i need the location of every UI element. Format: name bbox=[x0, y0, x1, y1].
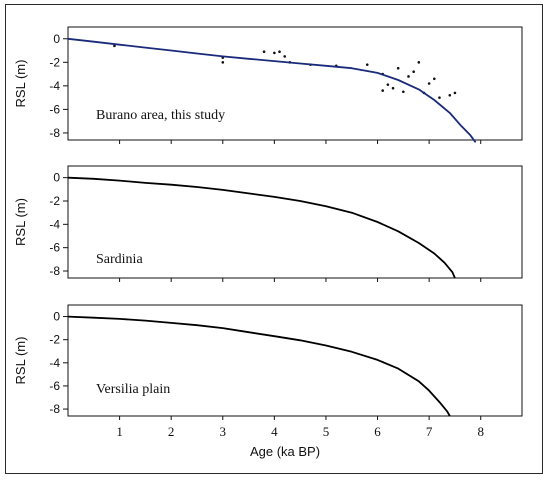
panel-1-plot-area bbox=[67, 165, 523, 279]
panel-0-data-point bbox=[273, 51, 276, 55]
x-axis-title: Age (ka BP) bbox=[250, 444, 320, 459]
panel-2-plot-area bbox=[67, 304, 523, 417]
x-tick-label: 7 bbox=[426, 424, 433, 439]
panel-0-label: Burano area, this study bbox=[96, 108, 225, 123]
x-tick-label: 1 bbox=[116, 424, 123, 439]
panel-1-label: Sardinia bbox=[96, 252, 143, 267]
panel-1-y-tick-label: -8 bbox=[49, 264, 60, 278]
panel-0-data-point bbox=[448, 93, 452, 97]
panel-0-data-point bbox=[386, 83, 390, 86]
panel-0-data-point bbox=[438, 96, 441, 99]
panel-0-rsl-curve bbox=[67, 37, 477, 143]
panel-0-data-point bbox=[391, 86, 395, 90]
panel-0-data-point bbox=[402, 90, 405, 94]
panel-0-y-tick-label: 0 bbox=[53, 32, 60, 46]
panel-1-rsl-curve bbox=[67, 176, 456, 279]
panel-2-y-axis-title: RSL (m) bbox=[13, 337, 28, 385]
panel-0-plot-area bbox=[67, 26, 523, 141]
panel-0-data-point bbox=[283, 55, 286, 58]
panel-2-y-tick-label: 0 bbox=[53, 310, 60, 324]
x-tick-label: 6 bbox=[374, 424, 381, 439]
panel-0-data-point bbox=[365, 63, 369, 66]
x-tick-label: 3 bbox=[220, 424, 227, 439]
panel-0-data-point bbox=[221, 61, 225, 64]
panel-2-y-tick-label: -6 bbox=[49, 379, 60, 393]
panel-0-y-tick-label: -2 bbox=[49, 55, 60, 69]
panel-1-y-tick-label: 0 bbox=[53, 171, 60, 185]
panel-2-label: Versilia plain bbox=[96, 382, 170, 397]
panel-1-y-axis-title: RSL (m) bbox=[13, 198, 28, 246]
panel-2-y-tick-label: -8 bbox=[49, 402, 60, 416]
panel-0-data-point bbox=[381, 89, 385, 92]
x-tick-label: 2 bbox=[168, 424, 175, 439]
panel-1-y-tick-label: -6 bbox=[49, 241, 60, 255]
panel-0-data-point bbox=[417, 61, 421, 64]
panel-2-y-tick-label: -4 bbox=[49, 356, 60, 370]
panel-0-data-point bbox=[396, 66, 400, 70]
panel-1-y-tick-label: -2 bbox=[49, 194, 60, 208]
panel-0-y-tick-label: -8 bbox=[49, 126, 60, 140]
panel-0-data-point bbox=[262, 50, 266, 54]
panel-0-y-axis-title: RSL (m) bbox=[13, 60, 28, 108]
x-tick-label: 8 bbox=[477, 424, 484, 439]
panel-0-y-tick-label: -4 bbox=[49, 79, 60, 93]
x-tick-label: 5 bbox=[323, 424, 330, 439]
panel-0-data-point bbox=[278, 50, 281, 54]
panel-0-data-point bbox=[412, 70, 415, 74]
panel-0-data-point bbox=[453, 91, 457, 95]
panel-0-data-point bbox=[113, 44, 116, 48]
panel-1-y-tick-label: -4 bbox=[49, 217, 60, 231]
panel-2-y-tick-label: -2 bbox=[49, 333, 60, 347]
panel-2-rsl-curve bbox=[67, 315, 451, 417]
panel-0-data-point bbox=[427, 82, 431, 85]
figure-frame bbox=[5, 4, 543, 474]
panel-0-data-point bbox=[432, 77, 436, 81]
panel-0-y-tick-label: -6 bbox=[49, 102, 60, 116]
x-tick-label: 4 bbox=[271, 424, 278, 439]
panel-0-data-point bbox=[407, 75, 410, 78]
